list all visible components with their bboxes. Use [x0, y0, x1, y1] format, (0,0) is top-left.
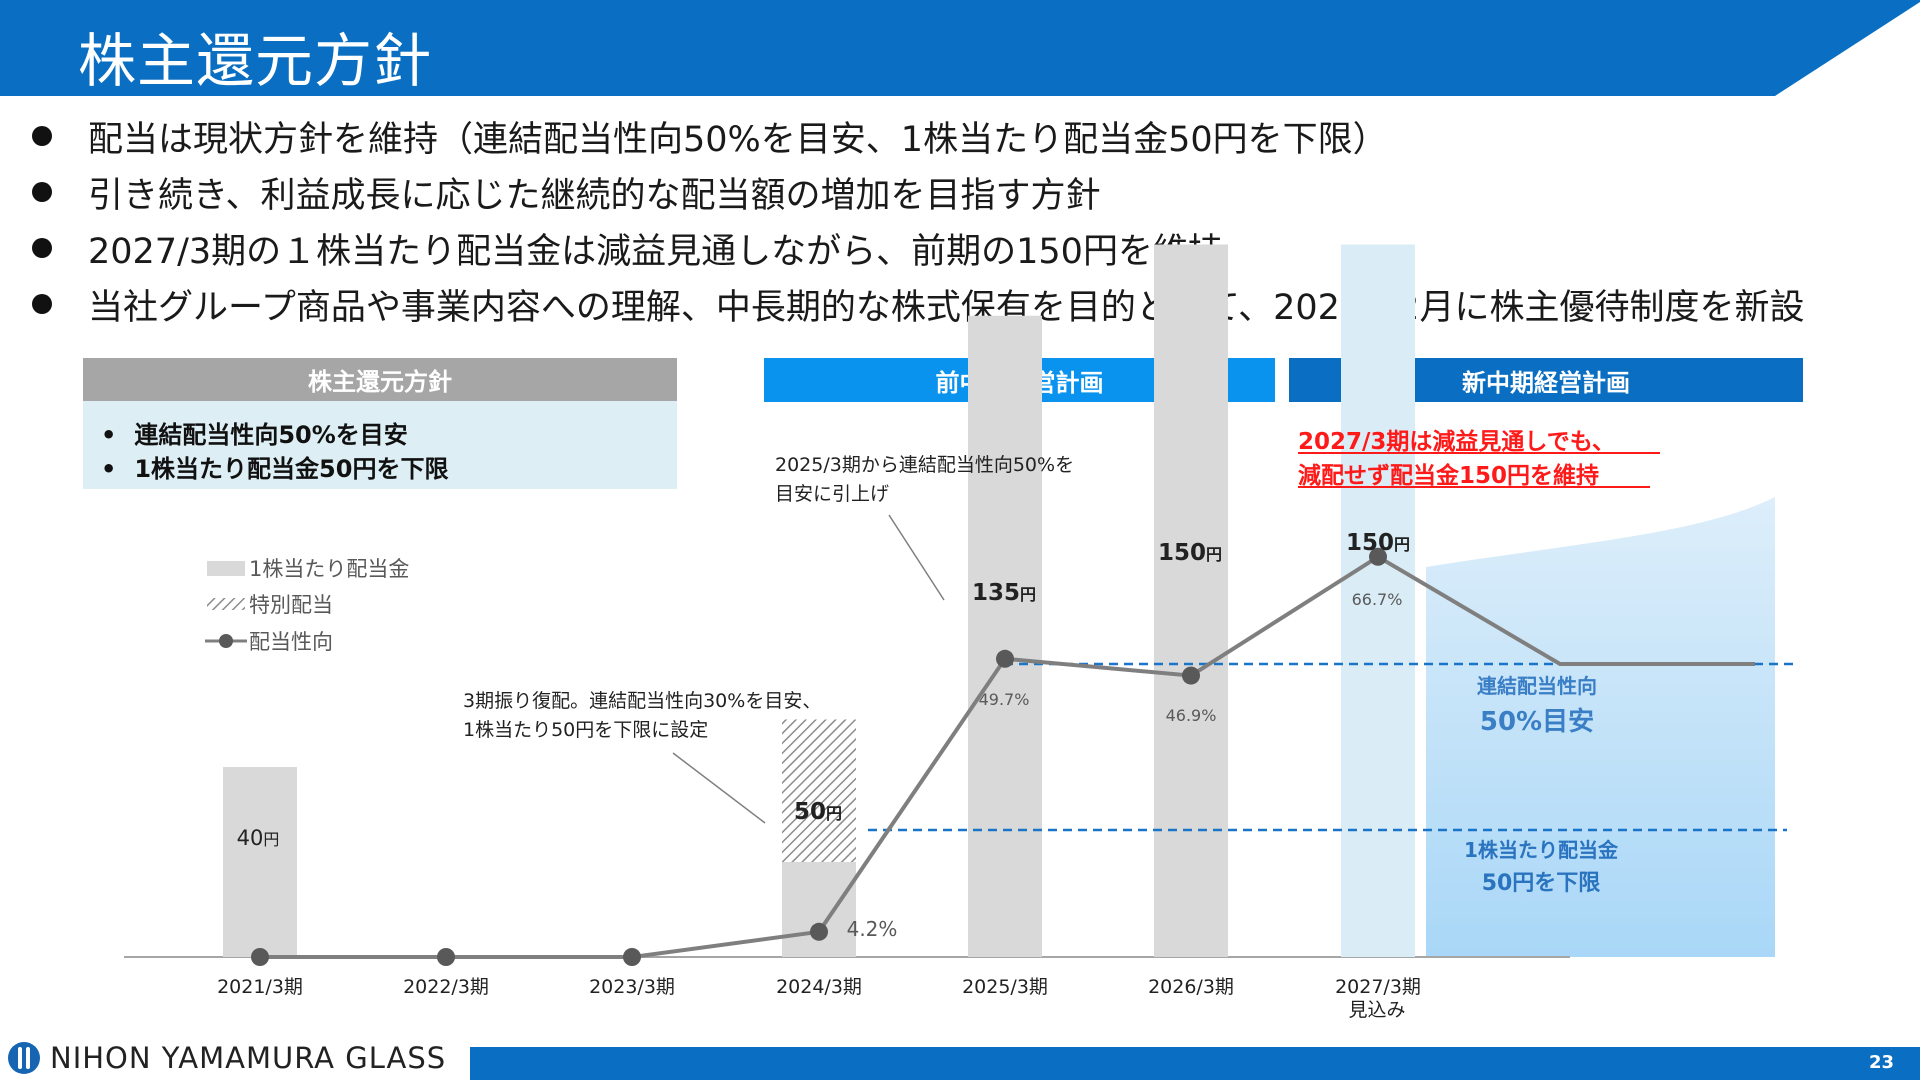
- dividend-value-label: 150円: [1346, 530, 1410, 556]
- footer-bar: [470, 1047, 1920, 1080]
- bullet-text: 配当は現状方針を維持（連結配当性向50%を目安、1株当たり配当金50円を下限）: [88, 119, 1388, 160]
- payout-ratio-marker: [1182, 666, 1200, 685]
- policy-box: • 連結配当性向50%を目安 • 1株当たり配当金50円を下限: [83, 401, 677, 489]
- annotation-leader-line: [672, 752, 766, 824]
- bullet-dot: [32, 238, 52, 258]
- x-tick-label: 2025/3期: [962, 976, 1048, 998]
- bullet-dot: [32, 126, 52, 146]
- legend-label: 1株当たり配当金: [249, 557, 409, 581]
- policy-item: • 連結配当性向50%を目安: [101, 415, 408, 450]
- bar-dividend: [223, 767, 297, 957]
- legend-label: 特別配当: [249, 593, 333, 617]
- payout-guide-sublabel: 50%目安: [1480, 707, 1594, 737]
- logo-text: NIHON YAMAMURA GLASS: [50, 1041, 447, 1075]
- logo-mark-icon: [8, 1042, 40, 1074]
- bullet-item: 配当は現状方針を維持（連結配当性向50%を目安、1株当たり配当金50円を下限）: [28, 108, 1908, 164]
- dividend-value-label: 40円: [237, 826, 280, 850]
- payout-ratio-marker: [437, 948, 455, 966]
- payout-ratio-label: 46.9%: [1166, 706, 1217, 725]
- annotation-text: 3期振り復配。連結配当性向30%を目安、: [463, 690, 821, 712]
- policy-item-text: 連結配当性向50%を目安: [134, 421, 408, 449]
- policy-box-title: 株主還元方針: [83, 358, 677, 401]
- policy-item-text: 1株当たり配当金50円を下限: [134, 455, 449, 483]
- policy-bullet: •: [101, 455, 117, 483]
- annotation-text: 1株当たり50円を下限に設定: [463, 719, 708, 741]
- bar-dividend: [1154, 244, 1228, 957]
- payout-ratio-marker: [623, 948, 641, 966]
- payout-ratio-label: 4.2%: [847, 917, 898, 941]
- bullet-text: 当社グループ商品や事業内容への理解、中長期的な株式保有を目的として、2026年2…: [88, 287, 1805, 328]
- annotation-leader-line: [888, 514, 945, 601]
- payout-guide-label: 連結配当性向: [1477, 674, 1597, 698]
- bar-dividend: [1341, 244, 1415, 957]
- bullet-item: 2027/3期の１株当たり配当金は減益見通しながら、前期の150円を維持: [28, 220, 1908, 276]
- payout-ratio-marker: [251, 948, 269, 966]
- dividend-chart: 2021/3期 2022/3期 2023/3期 2024/3期 2025/3期 2026/…: [124, 244, 1797, 1021]
- page-number: 23: [1868, 1052, 1894, 1073]
- policy-bullet: •: [101, 421, 117, 449]
- bar-dividend: [968, 315, 1042, 957]
- x-tick-label: 2027/3期: [1335, 976, 1421, 998]
- dividend-value-label: 135円: [972, 580, 1036, 606]
- annotation-text: 2025/3期から連結配当性向50%を: [775, 454, 1074, 476]
- x-tick-label: 2021/3期: [217, 976, 303, 998]
- payout-ratio-marker: [1369, 547, 1387, 566]
- x-tick-sublabel: 見込み: [1348, 999, 1405, 1021]
- x-tick-label: 2024/3期: [776, 976, 862, 998]
- company-logo: NIHON YAMAMURA GLASS: [8, 1040, 446, 1076]
- page-title: 株主還元方針: [78, 27, 433, 95]
- payout-ratio-label: 66.7%: [1352, 590, 1403, 609]
- payout-ratio-label: 49.7%: [979, 690, 1030, 709]
- bullet-dot: [32, 182, 52, 202]
- bullet-dot: [32, 294, 52, 314]
- highlight-text: 2027/3期は減益見通しでも、: [1298, 428, 1615, 455]
- legend-swatch-marker: [219, 634, 233, 648]
- dividend-value-label: 150円: [1158, 540, 1222, 566]
- title-bar: 株主還元方針: [0, 0, 1920, 96]
- bullet-text: 2027/3期の１株当たり配当金は減益見通しながら、前期の150円を維持: [88, 231, 1223, 272]
- bar-dividend: [782, 862, 856, 957]
- payout-ratio-marker: [810, 922, 828, 941]
- legend-swatch-special: [207, 598, 245, 610]
- x-tick-label: 2022/3期: [403, 976, 489, 998]
- legend-swatch-dividend: [207, 561, 245, 576]
- dividend-value-label: 50円: [794, 799, 842, 825]
- bullet-list: 配当は現状方針を維持（連結配当性向50%を目安、1株当たり配当金50円を下限） …: [28, 108, 1908, 332]
- forecast-area: [1426, 497, 1775, 957]
- bar-special-dividend: [782, 719, 856, 862]
- payout-ratio-marker: [996, 649, 1014, 668]
- bullet-text: 引き続き、利益成長に応じた継続的な配当額の増加を目指す方針: [88, 175, 1101, 216]
- dividend-guide-label: 1株当たり配当金: [1464, 838, 1619, 862]
- bullet-item: 引き続き、利益成長に応じた継続的な配当額の増加を目指す方針: [28, 164, 1908, 220]
- bullet-item: 当社グループ商品や事業内容への理解、中長期的な株式保有を目的として、2026年2…: [28, 276, 1908, 332]
- x-tick-label: 2023/3期: [589, 976, 675, 998]
- legend-label: 配当性向: [249, 630, 333, 654]
- title-bar-shape: [0, 0, 1920, 96]
- highlight-text: 減配せず配当金150円を維持: [1298, 462, 1599, 489]
- annotation-text: 目安に引上げ: [775, 483, 889, 505]
- dividend-guide-sublabel: 50円を下限: [1482, 871, 1601, 896]
- policy-item: • 1株当たり配当金50円を下限: [101, 449, 448, 484]
- x-tick-label: 2026/3期: [1148, 976, 1234, 998]
